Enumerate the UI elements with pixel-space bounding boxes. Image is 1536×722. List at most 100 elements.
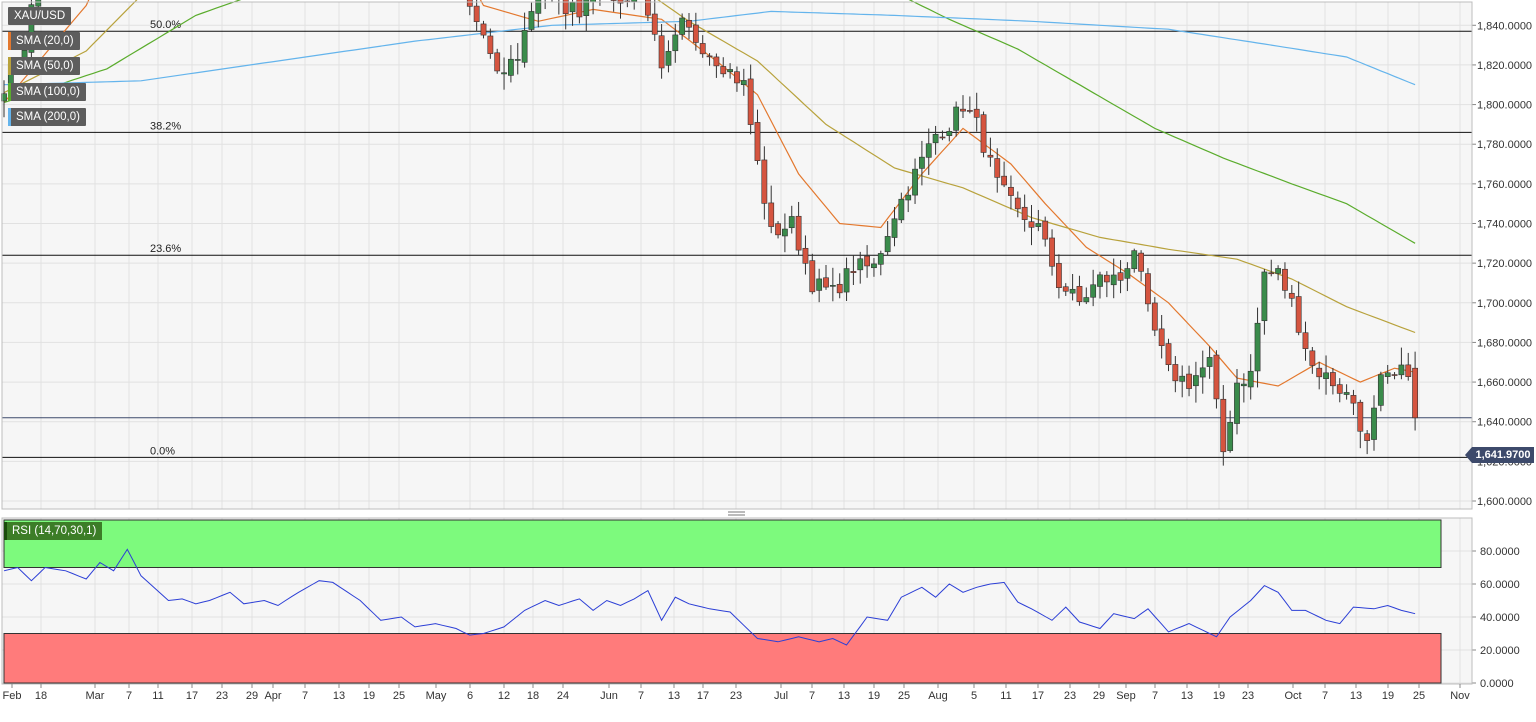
candle-up (535, 0, 542, 14)
price-tick-label: 1,680.0000 (1477, 337, 1532, 349)
candle-down (823, 277, 829, 288)
x-tick-label: 23 (1064, 690, 1076, 702)
candle-up (1247, 370, 1254, 388)
candle-down (1336, 384, 1343, 394)
candle-down (1282, 268, 1288, 291)
x-tick-label: 11 (152, 690, 163, 702)
x-tick-label: 19 (868, 690, 880, 702)
x-tick-label: 23 (1242, 690, 1254, 702)
candle-down (973, 108, 980, 118)
sma50-label: SMA (50,0) (16, 60, 74, 72)
candle-down (480, 23, 487, 36)
legend-rsi[interactable]: RSI (14,70,30,1) (4, 522, 103, 540)
x-tick-label: Nov (1450, 690, 1470, 702)
candle-up (877, 253, 884, 265)
x-tick-label: May (426, 690, 447, 702)
rsi-tick-label: 80.0000 (1480, 546, 1520, 558)
candle-up (1398, 364, 1405, 376)
rsi-label: RSI (14,70,30,1) (12, 525, 97, 537)
rsi-plot-border (1, 517, 1473, 685)
candle-down (966, 110, 973, 112)
candle-down (473, 5, 480, 22)
legend-sma200[interactable]: SMA (200,0) (8, 108, 86, 126)
x-tick-label: 25 (898, 690, 910, 702)
candle-down (1021, 206, 1028, 220)
legend-sma100[interactable]: SMA (100,0) (8, 83, 86, 101)
candle-down (494, 52, 501, 72)
candle-up (918, 156, 925, 169)
rsi-tick-label: 40.0000 (1480, 612, 1520, 624)
candle-up (1323, 372, 1329, 379)
candle-up (1, 93, 7, 102)
x-tick-label: Oct (1284, 690, 1301, 702)
candle-up (1069, 288, 1076, 294)
x-tick-label: 23 (730, 690, 742, 702)
candle-up (1035, 223, 1042, 227)
candle-down (1008, 186, 1014, 196)
x-tick-label: 7 (1152, 690, 1158, 702)
candle-down (994, 158, 1001, 178)
candle-down (1117, 272, 1124, 281)
candle-down (1350, 395, 1357, 404)
symbol-label[interactable]: XAU/USD (8, 7, 72, 25)
x-tick-label: 7 (809, 690, 815, 702)
fib-label: 50.0% (150, 19, 181, 31)
x-tick-label: 13 (838, 690, 850, 702)
legend-sma20[interactable]: SMA (20,0) (8, 32, 80, 50)
candle-down (761, 159, 768, 204)
price-tick-label: 1,820.0000 (1477, 60, 1532, 72)
candle-down (1186, 373, 1192, 389)
legend-sma50[interactable]: SMA (50,0) (8, 57, 80, 75)
candle-up (912, 168, 918, 196)
candle-down (1412, 367, 1418, 419)
candle-up (1179, 375, 1186, 382)
candle-down (1330, 372, 1336, 387)
candle-up (1377, 374, 1384, 406)
x-tick-label: 19 (363, 690, 375, 702)
x-axis: Feb 18 Mar 7 11 17 23 29 Apr 7 13 19 25 May 6 12 18 24 Jun… (3, 684, 1470, 702)
candle-down (1165, 343, 1172, 365)
x-tick-label: Jul (774, 690, 788, 702)
candle-down (720, 66, 727, 75)
x-tick-label: 17 (186, 690, 198, 702)
candle-up (946, 131, 953, 136)
candle-down (1172, 364, 1179, 382)
rsi-swatch (4, 522, 7, 540)
x-tick-label: 12 (498, 690, 510, 702)
candle-down (1309, 350, 1316, 366)
x-tick-label: 17 (697, 690, 709, 702)
candle-down (1056, 263, 1062, 288)
candle-down (706, 55, 713, 58)
candle-up (28, 4, 35, 53)
x-tick-label: 7 (126, 690, 132, 702)
x-tick-label: 17 (1032, 690, 1044, 702)
candle-down (960, 108, 966, 112)
candle-down (1076, 286, 1083, 303)
candle-down (1405, 364, 1412, 377)
rsi-tick-label: 20.0000 (1480, 645, 1520, 657)
candle-up (1124, 268, 1131, 279)
candle-down (754, 122, 761, 161)
candle-down (1295, 296, 1302, 333)
candle-up (925, 143, 932, 158)
candle-up (843, 268, 850, 293)
x-tick-label: Mar (86, 690, 105, 702)
candle-up (953, 106, 960, 131)
rsi-tick-label: 60.0000 (1480, 579, 1520, 591)
candle-up (1384, 372, 1391, 377)
candle-up (871, 263, 877, 269)
price-tick-label: 1,760.0000 (1477, 179, 1532, 191)
candle-up (1131, 250, 1138, 270)
candle-up (891, 218, 898, 238)
price-tick-label: 1,660.0000 (1477, 377, 1532, 389)
sma200-label: SMA (200,0) (16, 111, 80, 123)
x-tick-label: Sep (1116, 690, 1136, 702)
candle-up (1240, 383, 1247, 387)
candle-down (686, 19, 692, 28)
candle-up (1090, 284, 1097, 298)
candle-up (528, 11, 535, 30)
x-tick-label: 5 (971, 690, 977, 702)
candle-up (514, 59, 521, 61)
candle-down (1220, 398, 1227, 453)
